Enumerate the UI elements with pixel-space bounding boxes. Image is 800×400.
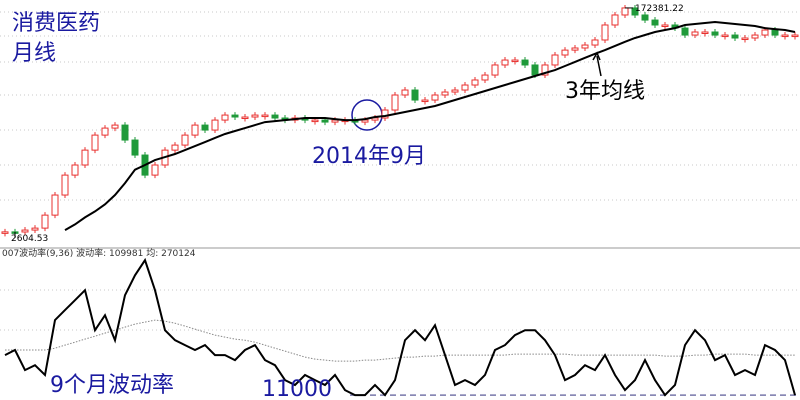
candle bbox=[791, 34, 799, 38]
candle bbox=[661, 24, 669, 27]
candle bbox=[601, 24, 609, 41]
candle bbox=[691, 31, 699, 36]
candle bbox=[441, 91, 449, 96]
candle bbox=[231, 114, 239, 118]
moving-average bbox=[64, 20, 796, 231]
candle bbox=[431, 94, 439, 101]
candle bbox=[551, 54, 559, 66]
average-line bbox=[5, 319, 795, 362]
candle bbox=[241, 116, 249, 120]
candle bbox=[761, 29, 769, 36]
candle bbox=[731, 34, 739, 39]
candle bbox=[261, 114, 269, 118]
candle bbox=[221, 114, 229, 121]
candle bbox=[131, 139, 139, 156]
highlight-circle bbox=[351, 99, 383, 131]
candle bbox=[51, 194, 59, 216]
candle bbox=[591, 39, 599, 46]
candle bbox=[501, 59, 509, 66]
candle bbox=[361, 119, 369, 123]
candle bbox=[751, 34, 759, 39]
candle bbox=[571, 47, 579, 51]
candle bbox=[321, 119, 329, 123]
candle bbox=[101, 127, 109, 136]
candle bbox=[451, 89, 459, 93]
candle bbox=[721, 34, 729, 38]
candle bbox=[611, 14, 619, 26]
candle bbox=[91, 134, 99, 151]
candle bbox=[461, 84, 469, 91]
candle bbox=[1, 231, 9, 234]
candle bbox=[251, 114, 259, 118]
chart-subtitle: 月线 bbox=[12, 41, 56, 66]
candle bbox=[111, 124, 119, 129]
candle bbox=[511, 59, 519, 63]
candle bbox=[581, 44, 589, 49]
candle bbox=[741, 37, 749, 41]
candle bbox=[271, 114, 279, 119]
chart-title: 消费医药 bbox=[12, 11, 100, 36]
max-label: 172381.22 bbox=[635, 4, 684, 14]
candle bbox=[471, 79, 479, 86]
candle bbox=[561, 49, 569, 56]
indicator-header: 007波动率(9,36) 波动率: 109981 均: 270124 bbox=[2, 247, 196, 259]
candle bbox=[71, 164, 79, 176]
candle bbox=[701, 31, 709, 34]
candle bbox=[531, 64, 539, 76]
arrow bbox=[596, 55, 602, 77]
candle bbox=[21, 229, 29, 233]
candle bbox=[381, 109, 389, 119]
candle bbox=[641, 14, 649, 21]
candle bbox=[521, 59, 529, 66]
candle bbox=[41, 214, 49, 229]
candle bbox=[191, 124, 199, 136]
candle bbox=[411, 89, 419, 101]
candle bbox=[331, 119, 339, 123]
candle bbox=[621, 7, 629, 16]
min-label: 2604.53 bbox=[11, 234, 48, 244]
candle bbox=[421, 99, 429, 103]
candle bbox=[311, 119, 319, 123]
grid bbox=[0, 11, 800, 331]
candle bbox=[201, 124, 209, 131]
candle bbox=[81, 149, 89, 166]
candle bbox=[151, 164, 159, 176]
candle bbox=[181, 134, 189, 146]
candle bbox=[771, 29, 779, 36]
candle bbox=[651, 19, 659, 26]
candle bbox=[491, 64, 499, 76]
candle bbox=[401, 89, 409, 96]
candle bbox=[481, 74, 489, 81]
candle bbox=[681, 27, 689, 36]
candle bbox=[711, 31, 719, 36]
candle bbox=[31, 227, 39, 231]
annotation: 3年均线 bbox=[565, 79, 645, 104]
candle bbox=[171, 144, 179, 151]
candle bbox=[631, 7, 639, 16]
candle bbox=[391, 94, 399, 111]
indicator-label: 9个月波动率 bbox=[50, 373, 174, 398]
candle bbox=[541, 64, 549, 76]
candle bbox=[61, 174, 69, 196]
reference-label: 11000 bbox=[262, 377, 332, 400]
volatility-line bbox=[4, 257, 796, 397]
candle bbox=[121, 124, 129, 141]
annotation: 2014年9月 bbox=[312, 144, 426, 169]
candle bbox=[781, 34, 789, 38]
candle bbox=[211, 119, 219, 131]
